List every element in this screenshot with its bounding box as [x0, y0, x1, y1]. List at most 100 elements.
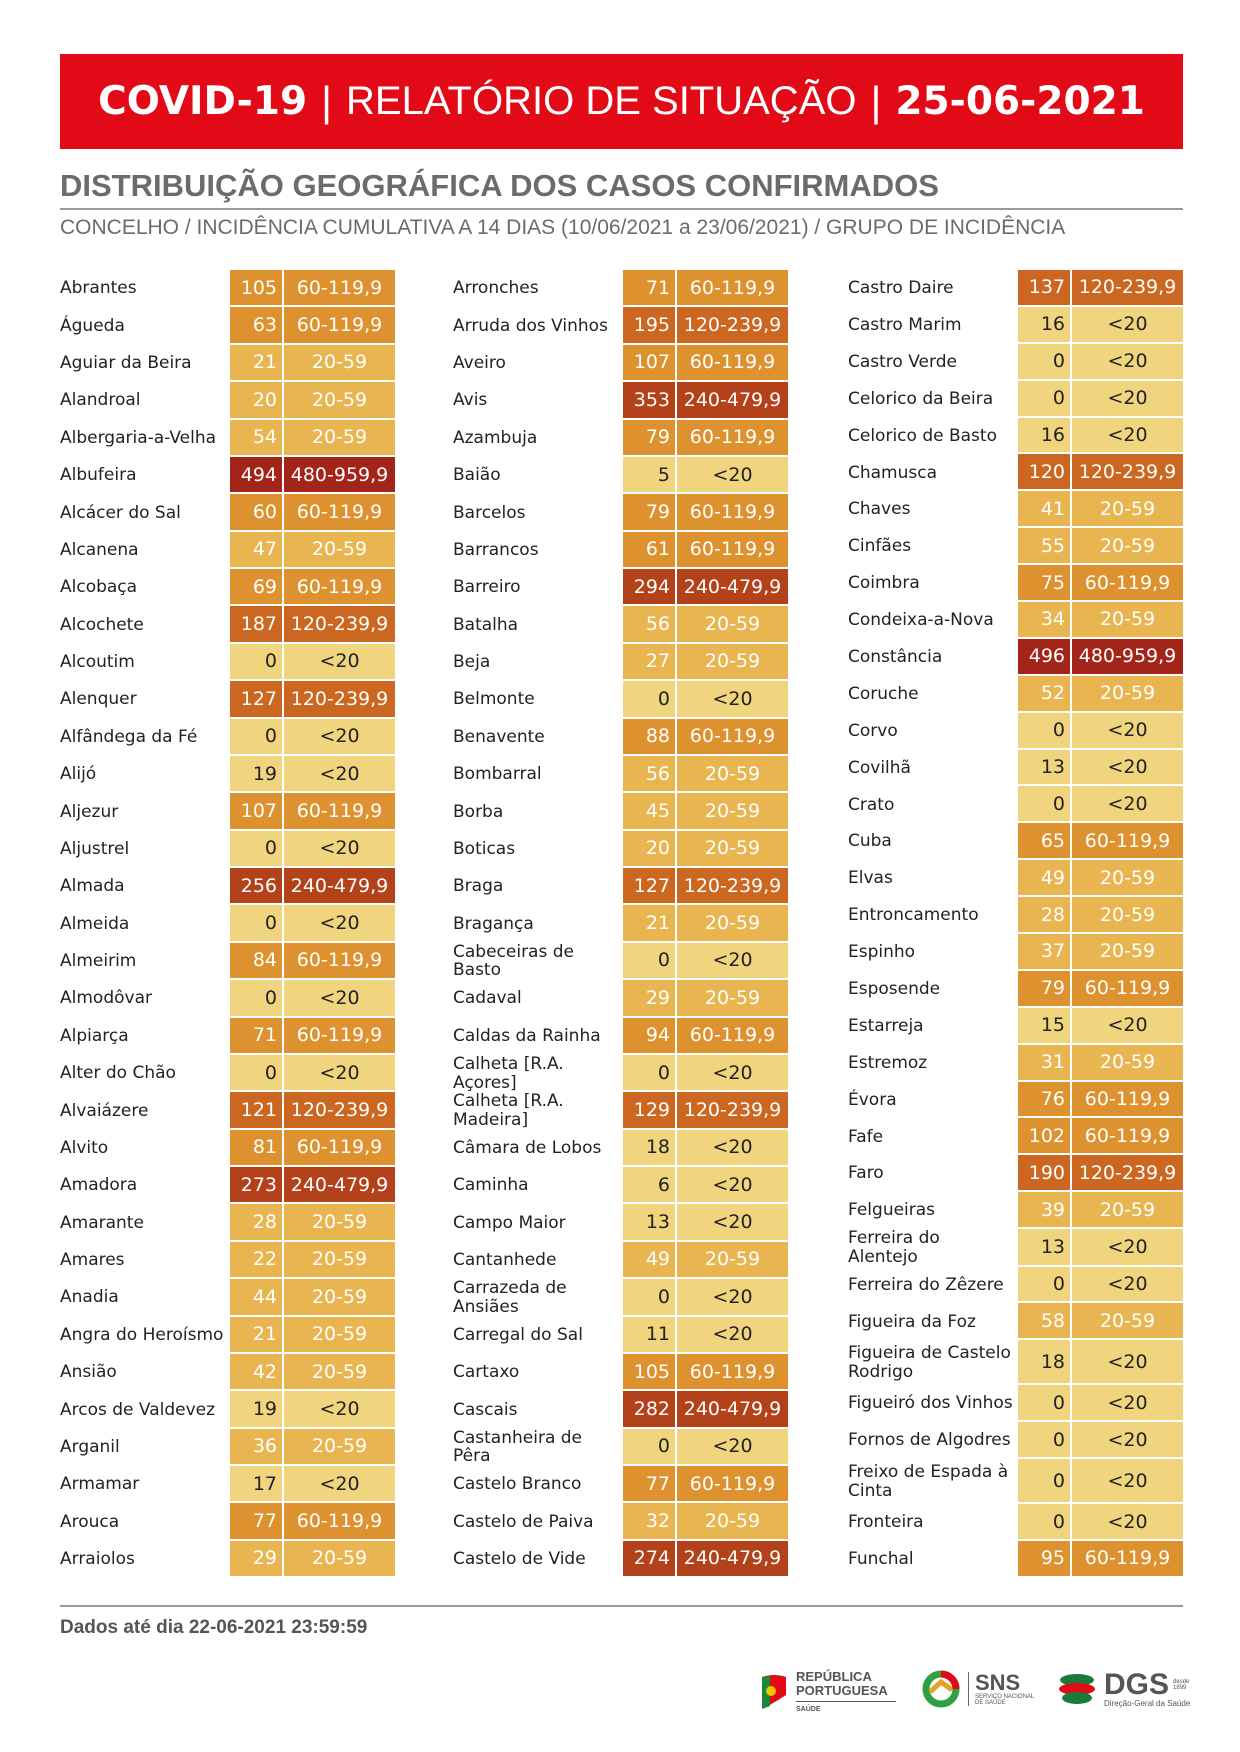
incidence-group: <20 [284, 1391, 395, 1429]
logo-subtext: Direção-Geral da Saúde [1104, 1699, 1191, 1708]
incidence-value: 76 [1018, 1081, 1072, 1119]
incidence-value: 77 [230, 1503, 284, 1541]
incidence-value: 55 [1018, 528, 1072, 566]
incidence-group: 20-59 [1072, 675, 1183, 713]
incidence-value: 21 [623, 905, 677, 943]
incidence-value: 79 [623, 419, 677, 457]
incidence-value: 15 [1018, 1007, 1072, 1045]
table-row: Cabeceiras de Basto 0 <20 [453, 942, 788, 981]
municipality-name: Constância [848, 647, 943, 667]
incidence-value: 0 [230, 1054, 284, 1093]
incidence-value: 0 [230, 830, 284, 868]
municipality-name: Beja [453, 652, 491, 673]
incidence-value: 18 [1018, 1340, 1072, 1386]
incidence-group: 60-119,9 [677, 344, 788, 383]
table-row: Aveiro 107 60-119,9 [453, 344, 788, 383]
municipality-name: Espinho [848, 942, 916, 963]
incidence-value: 49 [623, 1241, 677, 1280]
incidence-group: 20-59 [1072, 1192, 1183, 1230]
municipality-name: Cantanhede [453, 1250, 557, 1271]
table-row: Aljezur 107 60-119,9 [60, 793, 395, 831]
incidence-value: 273 [230, 1167, 284, 1205]
municipality-name: Almeida [60, 913, 130, 934]
incidence-group: <20 [677, 942, 788, 981]
table-row: Borba 45 20-59 [453, 793, 788, 831]
incidence-group: 20-59 [284, 1316, 395, 1354]
incidence-group: 20-59 [284, 1279, 395, 1317]
table-row: Alpiarça 71 60-119,9 [60, 1017, 395, 1055]
municipality-name: Castro Verde [848, 351, 957, 372]
incidence-group: 240-479,9 [284, 1167, 395, 1205]
table-row: Castelo de Paiva 32 20-59 [453, 1503, 788, 1541]
table-row: Alvaiázere 121 120-239,9 [60, 1092, 395, 1130]
incidence-group: 20-59 [677, 1503, 788, 1541]
incidence-value: 0 [1018, 1422, 1072, 1460]
incidence-group: 20-59 [284, 1204, 395, 1242]
incidence-group: 60-119,9 [284, 270, 395, 308]
incidence-group: <20 [284, 830, 395, 868]
incidence-value: 21 [230, 1316, 284, 1354]
incidence-group: 240-479,9 [284, 868, 395, 906]
incidence-value: 61 [623, 531, 677, 569]
incidence-group: 60-119,9 [677, 270, 788, 308]
incidence-group: <20 [1072, 1385, 1183, 1423]
report-header: COVID-19 | RELATÓRIO DE SITUAÇÃO | 25-06… [60, 54, 1183, 149]
incidence-value: 28 [1018, 897, 1072, 935]
municipality-name: Abrantes [60, 278, 137, 299]
municipality-name: Cascais [453, 1399, 518, 1420]
table-row: Águeda 63 60-119,9 [60, 307, 395, 345]
municipality-name: Celorico da Beira [848, 388, 994, 409]
municipality-name: Alenquer [60, 689, 137, 710]
table-row: Alijó 19 <20 [60, 755, 395, 794]
table-row: Aguiar da Beira 21 20-59 [60, 344, 395, 383]
incidence-value: 56 [623, 606, 677, 644]
incidence-value: 137 [1018, 270, 1072, 307]
table-row: Braga 127 120-239,9 [453, 868, 788, 906]
incidence-group: <20 [1072, 343, 1183, 381]
table-row: Castro Verde 0 <20 [848, 343, 1183, 381]
municipality-name: Entroncamento [848, 905, 979, 926]
incidence-value: 54 [230, 419, 284, 457]
incidence-group: 60-119,9 [284, 307, 395, 345]
incidence-value: 107 [623, 344, 677, 383]
incidence-group: <20 [677, 681, 788, 719]
incidence-group: 120-239,9 [677, 1092, 788, 1130]
incidence-group: 20-59 [677, 643, 788, 682]
table-row: Covilhã 13 <20 [848, 749, 1183, 787]
incidence-value: 105 [230, 270, 284, 308]
municipality-name: Almada [60, 876, 125, 897]
incidence-value: 5 [623, 456, 677, 495]
incidence-group: 20-59 [677, 905, 788, 943]
municipality-name: Covilhã [848, 757, 911, 778]
incidence-group: <20 [1072, 1504, 1183, 1542]
table-row: Alvito 81 60-119,9 [60, 1129, 395, 1167]
incidence-group: 20-59 [1072, 602, 1183, 639]
table-row: Abrantes 105 60-119,9 [60, 270, 395, 308]
municipality-name: Chamusca [848, 462, 938, 483]
municipality-name: Belmonte [453, 689, 535, 710]
municipality-name: Castelo Branco [453, 1474, 582, 1495]
municipality-name: Ansião [60, 1362, 117, 1383]
municipality-name: Angra do Heroísmo [60, 1324, 224, 1345]
incidence-group: <20 [1072, 1340, 1183, 1386]
table-row: Arraiolos 29 20-59 [60, 1540, 395, 1579]
incidence-group: 120-239,9 [1072, 454, 1183, 492]
incidence-value: 0 [1018, 380, 1072, 418]
incidence-value: 13 [623, 1204, 677, 1242]
table-row: Castanheira de Pêra 0 <20 [453, 1428, 788, 1466]
table-row: Câmara de Lobos 18 <20 [453, 1129, 788, 1167]
incidence-value: 75 [1018, 565, 1072, 603]
incidence-group: 20-59 [1072, 897, 1183, 935]
municipality-name: Arronches [453, 278, 539, 299]
incidence-group: 240-479,9 [677, 382, 788, 420]
logo-subtext: SERVIÇO NACIONAL DE SAÚDE [975, 1694, 1035, 1706]
incidence-value: 121 [230, 1092, 284, 1130]
table-row: Albufeira 494 480-959,9 [60, 456, 395, 495]
incidence-value: 44 [230, 1279, 284, 1317]
municipality-name: Fafe [848, 1126, 884, 1147]
incidence-value: 0 [230, 643, 284, 682]
table-row: Crato 0 <20 [848, 786, 1183, 824]
municipality-name: Arruda dos Vinhos [453, 315, 608, 336]
table-row: Alandroal 20 20-59 [60, 382, 395, 420]
municipality-name: Cadaval [453, 988, 522, 1009]
